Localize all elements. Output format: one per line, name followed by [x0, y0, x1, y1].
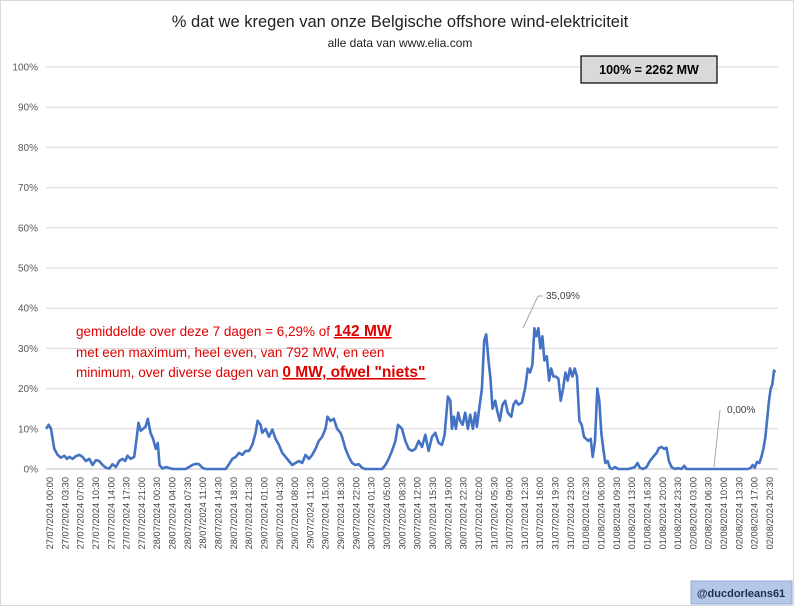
y-tick-label: 60% — [18, 223, 38, 234]
x-tick-label: 29/07/2024 04:30 — [275, 477, 285, 549]
note-line-1-text: gemiddelde over deze 7 dagen = 6,29% of — [76, 324, 334, 339]
x-tick-label: 29/07/2024 11:30 — [305, 477, 315, 549]
x-tick-label: 27/07/2024 17:30 — [122, 477, 132, 549]
x-tick-label: 02/08/2024 17:00 — [750, 477, 760, 549]
x-tick-label: 27/07/2024 00:00 — [45, 477, 55, 549]
credit-box — [690, 580, 793, 605]
x-tick-label: 01/08/2024 23:30 — [673, 477, 683, 549]
x-tick-label: 28/07/2024 07:30 — [183, 477, 193, 549]
x-axis-ticks: 27/07/2024 00:00 27/07/2024 03:30 27/07/20… — [45, 477, 775, 549]
x-tick-label: 27/07/2024 14:00 — [106, 477, 116, 549]
y-tick-label: 90% — [18, 103, 38, 114]
x-tick-label: 31/07/2024 02:00 — [474, 477, 484, 549]
x-tick-label: 28/07/2024 04:00 — [168, 477, 178, 549]
x-tick-label: 30/07/2024 19:00 — [443, 477, 453, 549]
x-tick-label: 28/07/2024 11:00 — [198, 477, 208, 549]
x-tick-label: 01/08/2024 16:30 — [642, 477, 652, 549]
x-tick-label: 02/08/2024 10:00 — [719, 477, 729, 549]
x-tick-label: 28/07/2024 18:00 — [229, 477, 239, 549]
x-tick-label: 01/08/2024 09:30 — [612, 477, 622, 549]
y-tick-label: 100% — [12, 63, 38, 74]
x-tick-label: 27/07/2024 10:30 — [91, 477, 101, 549]
capacity-box — [580, 55, 718, 84]
x-tick-label: 01/08/2024 02:30 — [581, 477, 591, 549]
note-line-3-text: minimum, over diverse dagen van — [76, 365, 282, 380]
note-line-3: minimum, over diverse dagen van 0 MW, of… — [76, 364, 425, 381]
x-tick-label: 31/07/2024 12:30 — [520, 477, 530, 549]
note-line-1: gemiddelde over deze 7 dagen = 6,29% of … — [76, 323, 392, 340]
x-tick-label: 02/08/2024 20:30 — [765, 477, 775, 549]
credit-label: @ducdorleans61 — [697, 588, 785, 600]
y-tick-label: 40% — [18, 304, 38, 315]
capacity-box-text: 100% = 2262 MW — [599, 63, 699, 77]
y-tick-label: 50% — [18, 264, 38, 275]
x-tick-label: 27/07/2024 21:00 — [137, 477, 147, 549]
x-tick-label: 28/07/2024 21:30 — [244, 477, 254, 549]
chart-subtitle: alle data van www.elia.com — [328, 36, 473, 50]
x-tick-label: 30/07/2024 08:30 — [397, 477, 407, 549]
y-tick-label: 10% — [18, 424, 38, 435]
x-tick-label: 27/07/2024 03:30 — [60, 477, 70, 549]
x-tick-label: 01/08/2024 13:00 — [627, 477, 637, 549]
x-tick-label: 02/08/2024 13:30 — [734, 477, 744, 549]
y-tick-label: 70% — [18, 183, 38, 194]
x-tick-label: 30/07/2024 01:30 — [367, 477, 377, 549]
y-axis-ticks: 0% 10% 20% 30% 40% 50% 60% 70% 80% 90% 100% — [12, 63, 38, 476]
x-tick-label: 29/07/2024 22:00 — [351, 477, 361, 549]
min-data-label: 0,00% — [727, 405, 755, 416]
x-tick-label: 31/07/2024 16:00 — [535, 477, 545, 549]
series-group — [44, 326, 777, 471]
note-line-3-emphasis: 0 MW, ofwel "niets" — [282, 364, 425, 381]
x-tick-label: 02/08/2024 03:00 — [688, 477, 698, 549]
x-tick-label: 31/07/2024 19:30 — [551, 477, 561, 549]
x-tick-label: 02/08/2024 06:30 — [704, 477, 714, 549]
x-tick-label: 29/07/2024 15:00 — [321, 477, 331, 549]
max-data-label: 35,09% — [546, 291, 580, 302]
x-tick-label: 29/07/2024 18:30 — [336, 477, 346, 549]
x-tick-label: 31/07/2024 05:30 — [489, 477, 499, 549]
max-leader-line — [522, 295, 539, 329]
x-tick-label: 30/07/2024 15:30 — [428, 477, 438, 549]
x-tick-label: 31/07/2024 23:00 — [566, 477, 576, 549]
x-tick-label: 28/07/2024 00:30 — [152, 477, 162, 549]
x-tick-label: 01/08/2024 06:00 — [596, 477, 606, 549]
y-tick-label: 0% — [24, 465, 39, 476]
x-tick-label: 30/07/2024 12:00 — [413, 477, 423, 549]
y-tick-label: 80% — [18, 143, 38, 154]
x-tick-label: 27/07/2024 07:00 — [76, 477, 86, 549]
note-line-2: met een maximum, heel even, van 792 MW, … — [76, 345, 384, 360]
chart-title: % dat we kregen van onze Belgische offsh… — [172, 13, 629, 31]
y-tick-label: 20% — [18, 384, 38, 395]
x-tick-label: 28/07/2024 14:30 — [214, 477, 224, 549]
note-line-1-emphasis: 142 MW — [334, 323, 392, 340]
x-tick-label: 31/07/2024 09:00 — [505, 477, 515, 549]
x-tick-label: 01/08/2024 20:00 — [658, 477, 668, 549]
min-leader-line — [713, 409, 721, 468]
y-tick-label: 30% — [18, 344, 38, 355]
x-tick-label: 29/07/2024 08:00 — [290, 477, 300, 549]
x-tick-label: 30/07/2024 05:00 — [382, 477, 392, 549]
series-line — [44, 326, 777, 471]
x-tick-label: 29/07/2024 01:00 — [259, 477, 269, 549]
x-tick-label: 30/07/2024 22:30 — [459, 477, 469, 549]
